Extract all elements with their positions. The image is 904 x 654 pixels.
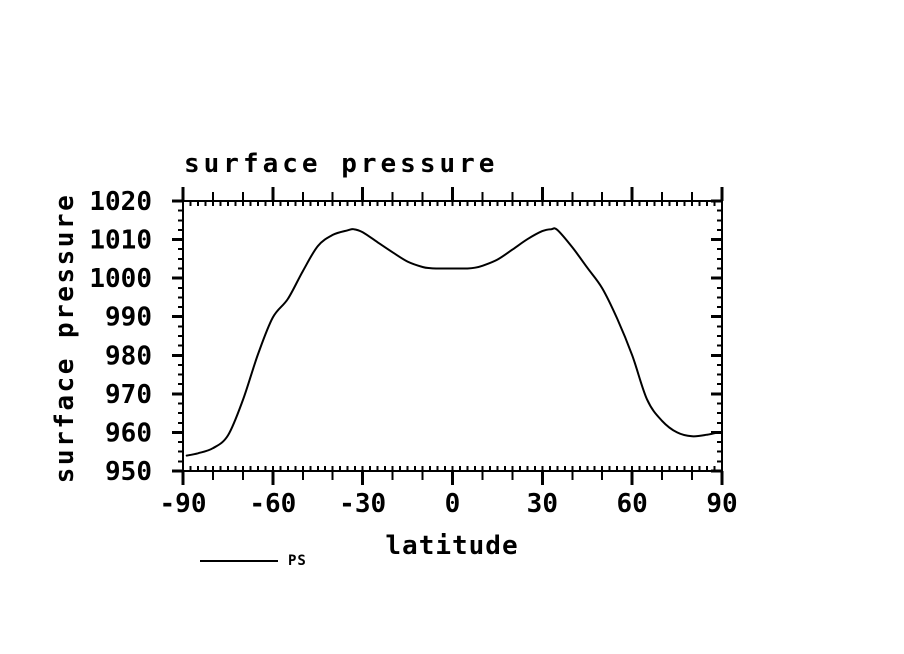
x-tick-label: -60 [249, 489, 296, 519]
y-tick-label: 950 [105, 457, 152, 487]
x-tick-label: -90 [160, 489, 207, 519]
x-tick-label: 90 [706, 489, 737, 519]
legend-line-sample [200, 560, 278, 562]
y-tick-label: 960 [105, 418, 152, 448]
y-tick-label: 980 [105, 341, 152, 371]
x-tick-label: -30 [339, 489, 386, 519]
x-axis-title: latitude [385, 531, 519, 561]
y-tick-label: 1020 [89, 187, 152, 217]
x-tick-label: 0 [445, 489, 461, 519]
y-tick-label: 970 [105, 380, 152, 410]
ps-curve [185, 227, 720, 457]
legend-label-ps: PS [288, 553, 307, 569]
y-tick-label: 1010 [89, 226, 152, 256]
y-tick-label: 990 [105, 303, 152, 333]
x-tick-label: 60 [617, 489, 648, 519]
chart-title: surface pressure [184, 149, 499, 179]
y-tick-label: 1000 [89, 264, 152, 294]
x-tick-label: 30 [527, 489, 558, 519]
